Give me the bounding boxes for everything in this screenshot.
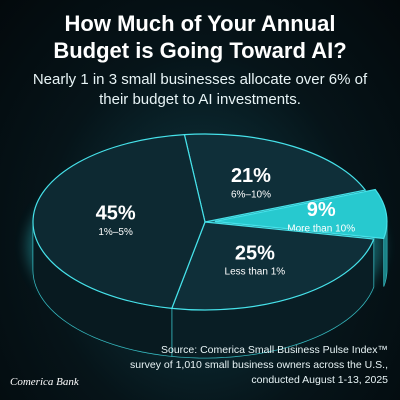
side-shade <box>33 222 172 357</box>
category-label: More than 10% <box>287 223 355 234</box>
source-note: Source: Comerica Small Business Pulse In… <box>130 343 388 388</box>
value-label: 9% <box>307 199 336 221</box>
source-line: conducted August 1-13, 2025 <box>251 374 388 386</box>
slice <box>183 133 367 223</box>
slice <box>214 188 388 240</box>
category-label: 6%–10% <box>231 189 271 200</box>
source-line: Source: Comerica Small Business Pulse In… <box>160 344 388 356</box>
chart-title: How Much of Your Annual Budget is Going … <box>53 11 347 63</box>
side-shade <box>171 238 374 358</box>
category-label: 1%–5% <box>98 227 133 238</box>
chart-subtitle: Nearly 1 in 3 small businesses allocate … <box>32 71 368 108</box>
source-line: survey of 1,010 small business owners ac… <box>130 359 388 371</box>
value-label: 25% <box>235 242 275 264</box>
value-label: 21% <box>231 165 271 187</box>
category-label: Less than 1% <box>225 267 286 278</box>
value-label: 45% <box>96 203 136 225</box>
slice <box>170 221 375 311</box>
logo: Comerica Bank <box>10 376 79 388</box>
slice <box>32 134 206 309</box>
